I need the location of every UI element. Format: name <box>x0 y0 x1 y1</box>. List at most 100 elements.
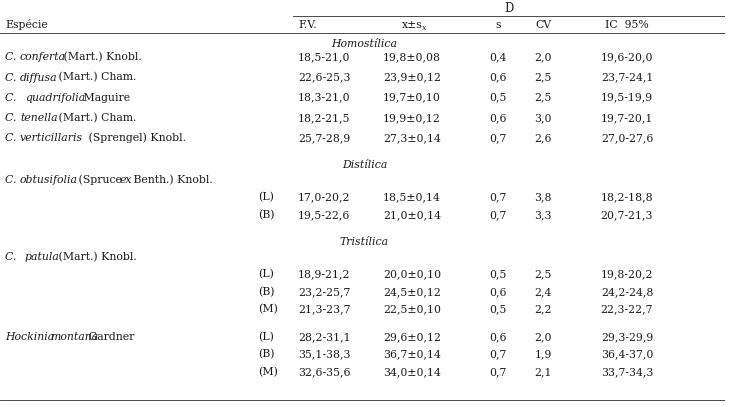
Text: Hockinia: Hockinia <box>5 332 58 342</box>
Text: 0,6: 0,6 <box>489 287 507 297</box>
Text: 19,8±0,08: 19,8±0,08 <box>383 53 441 62</box>
Text: 3,3: 3,3 <box>534 210 552 220</box>
Text: 0,7: 0,7 <box>489 193 507 202</box>
Text: 27,0-27,6: 27,0-27,6 <box>601 133 653 143</box>
Text: 19,8-20,2: 19,8-20,2 <box>601 269 653 279</box>
Text: 19,7-20,1: 19,7-20,1 <box>601 113 653 123</box>
Text: F.V.: F.V. <box>298 20 316 30</box>
Text: 3,8: 3,8 <box>534 193 552 202</box>
Text: Gardner: Gardner <box>85 332 134 342</box>
Text: 0,5: 0,5 <box>489 269 507 279</box>
Text: Benth.) Knobl.: Benth.) Knobl. <box>130 175 213 185</box>
Text: 29,3-29,9: 29,3-29,9 <box>601 332 653 342</box>
Text: Homostílica: Homostílica <box>332 39 397 49</box>
Text: diffusa: diffusa <box>20 72 58 83</box>
Text: 18,5±0,14: 18,5±0,14 <box>383 193 441 202</box>
Text: 19,6-20,0: 19,6-20,0 <box>601 53 653 62</box>
Text: 36,4-37,0: 36,4-37,0 <box>601 349 653 359</box>
Text: 23,9±0,12: 23,9±0,12 <box>383 72 441 83</box>
Text: 0,7: 0,7 <box>489 349 507 359</box>
Text: 0,4: 0,4 <box>489 53 507 62</box>
Text: montana: montana <box>50 332 98 342</box>
Text: 0,7: 0,7 <box>489 133 507 143</box>
Text: CV: CV <box>535 20 551 30</box>
Text: 19,7±0,10: 19,7±0,10 <box>383 93 441 103</box>
Text: 2,6: 2,6 <box>534 133 552 143</box>
Text: D: D <box>504 2 514 15</box>
Text: 23,2-25,7: 23,2-25,7 <box>298 287 351 297</box>
Text: verticillaris: verticillaris <box>20 133 83 143</box>
Text: 34,0±0,14: 34,0±0,14 <box>383 367 441 377</box>
Text: 3,0: 3,0 <box>534 113 552 123</box>
Text: 19,5-22,6: 19,5-22,6 <box>298 210 351 220</box>
Text: C.: C. <box>5 252 23 262</box>
Text: IC  95%: IC 95% <box>605 20 649 30</box>
Text: 18,5-21,0: 18,5-21,0 <box>298 53 351 62</box>
Text: 36,7±0,14: 36,7±0,14 <box>383 349 441 359</box>
Text: 0,6: 0,6 <box>489 332 507 342</box>
Text: (Sprengel) Knobl.: (Sprengel) Knobl. <box>85 133 186 143</box>
Text: 2,0: 2,0 <box>534 53 552 62</box>
Text: 1,9: 1,9 <box>534 349 552 359</box>
Text: C.: C. <box>5 133 20 143</box>
Text: 2,2: 2,2 <box>534 304 552 314</box>
Text: (B): (B) <box>258 210 275 220</box>
Text: 19,9±0,12: 19,9±0,12 <box>383 113 441 123</box>
Text: 20,7-21,3: 20,7-21,3 <box>601 210 653 220</box>
Text: 24,5±0,12: 24,5±0,12 <box>383 287 441 297</box>
Text: 2,5: 2,5 <box>534 269 552 279</box>
Text: 22,5±0,10: 22,5±0,10 <box>383 304 441 314</box>
Text: C.: C. <box>5 113 20 123</box>
Text: obtusifolia: obtusifolia <box>20 175 78 185</box>
Text: 18,2-18,8: 18,2-18,8 <box>601 193 653 202</box>
Text: 2,5: 2,5 <box>534 72 552 83</box>
Text: C.: C. <box>5 72 20 83</box>
Text: 24,2-24,8: 24,2-24,8 <box>601 287 653 297</box>
Text: 2,4: 2,4 <box>534 287 552 297</box>
Text: conferta: conferta <box>20 53 66 62</box>
Text: 22,3-22,7: 22,3-22,7 <box>601 304 653 314</box>
Text: x: x <box>422 24 426 32</box>
Text: C.: C. <box>5 53 20 62</box>
Text: 22,6-25,3: 22,6-25,3 <box>298 72 351 83</box>
Text: 18,2-21,5: 18,2-21,5 <box>298 113 351 123</box>
Text: Tristílica: Tristílica <box>340 237 389 247</box>
Text: 0,7: 0,7 <box>489 210 507 220</box>
Text: 27,3±0,14: 27,3±0,14 <box>383 133 441 143</box>
Text: C.: C. <box>5 175 20 185</box>
Text: patula: patula <box>25 252 60 262</box>
Text: (L): (L) <box>258 192 274 202</box>
Text: 35,1-38,3: 35,1-38,3 <box>298 349 351 359</box>
Text: 28,2-31,1: 28,2-31,1 <box>298 332 351 342</box>
Text: Distílica: Distílica <box>342 160 387 171</box>
Text: tenella: tenella <box>20 113 58 123</box>
Text: 33,7-34,3: 33,7-34,3 <box>601 367 653 377</box>
Text: 18,9-21,2: 18,9-21,2 <box>298 269 351 279</box>
Text: 2,5: 2,5 <box>534 93 552 103</box>
Text: 32,6-35,6: 32,6-35,6 <box>298 367 351 377</box>
Text: Espécie: Espécie <box>5 20 48 31</box>
Text: 18,3-21,0: 18,3-21,0 <box>298 93 351 103</box>
Text: 21,0±0,14: 21,0±0,14 <box>383 210 441 220</box>
Text: 2,0: 2,0 <box>534 332 552 342</box>
Text: 17,0-20,2: 17,0-20,2 <box>298 193 351 202</box>
Text: s: s <box>495 20 501 30</box>
Text: 25,7-28,9: 25,7-28,9 <box>298 133 350 143</box>
Text: (Mart.) Knobl.: (Mart.) Knobl. <box>60 52 141 63</box>
Text: x±s: x±s <box>402 20 422 30</box>
Text: 0,7: 0,7 <box>489 367 507 377</box>
Text: (M): (M) <box>258 304 278 314</box>
Text: 0,6: 0,6 <box>489 72 507 83</box>
Text: 19,5-19,9: 19,5-19,9 <box>601 93 653 103</box>
Text: (Mart.) Knobl.: (Mart.) Knobl. <box>55 252 137 262</box>
Text: quadrifolia: quadrifolia <box>25 93 85 103</box>
Text: 2,1: 2,1 <box>534 367 552 377</box>
Text: (Spruce: (Spruce <box>75 175 125 185</box>
Text: (Mart.) Cham.: (Mart.) Cham. <box>55 113 136 123</box>
Text: C.: C. <box>5 93 23 103</box>
Text: 23,7-24,1: 23,7-24,1 <box>601 72 653 83</box>
Text: (M): (M) <box>258 367 278 377</box>
Text: (B): (B) <box>258 349 275 359</box>
Text: 0,5: 0,5 <box>489 304 507 314</box>
Text: 21,3-23,7: 21,3-23,7 <box>298 304 351 314</box>
